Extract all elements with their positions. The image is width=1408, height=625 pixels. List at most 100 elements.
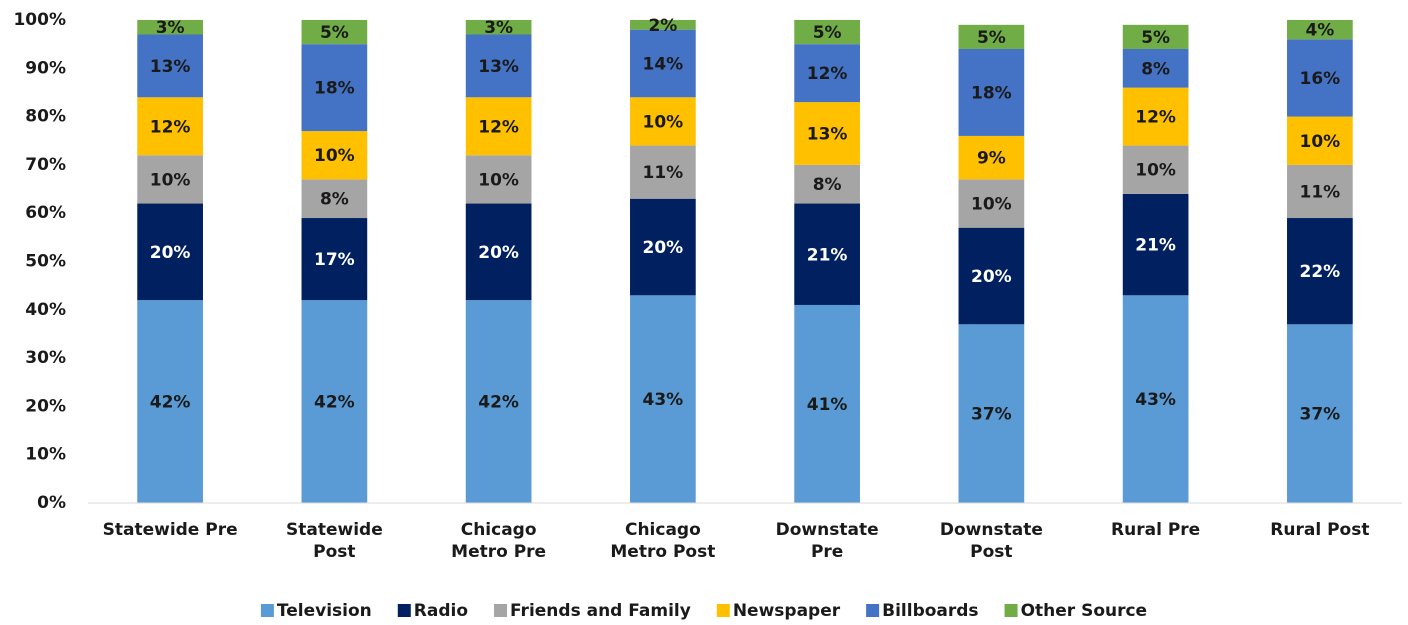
data-label: 13% xyxy=(478,57,519,77)
y-tick-label: 20% xyxy=(25,396,66,416)
data-label: 8% xyxy=(813,175,842,195)
data-label: 11% xyxy=(1300,182,1341,202)
data-label: 18% xyxy=(971,83,1012,103)
x-tick-label: Chicago Metro Post xyxy=(610,520,716,562)
x-tick-label: Chicago Metro Pre xyxy=(451,520,547,562)
data-label: 12% xyxy=(150,117,191,137)
legend-label: Radio xyxy=(414,601,468,621)
data-label: 14% xyxy=(643,54,684,74)
data-label: 8% xyxy=(320,190,349,210)
data-label: 16% xyxy=(1300,69,1341,89)
bar-segment xyxy=(630,97,696,146)
data-label: 5% xyxy=(813,23,842,43)
y-tick-label: 80% xyxy=(25,107,66,127)
data-label: 5% xyxy=(1141,28,1170,48)
y-tick-label: 100% xyxy=(13,10,66,30)
data-label: 12% xyxy=(478,117,519,137)
data-label: 10% xyxy=(150,170,191,190)
x-tick-label: Downstate Pre xyxy=(775,520,879,562)
legend-label: Other Source xyxy=(1021,601,1148,621)
data-label: 12% xyxy=(807,64,848,84)
bar-segment xyxy=(465,97,532,156)
bar-segment xyxy=(465,34,532,98)
data-label: 5% xyxy=(977,28,1006,48)
bar-segment xyxy=(958,135,1025,180)
data-label: 21% xyxy=(1135,236,1176,256)
y-tick-label: 50% xyxy=(25,252,66,272)
data-label: 13% xyxy=(150,57,191,77)
bar-segment xyxy=(1122,145,1189,194)
bar-segment xyxy=(301,179,368,219)
legend-label: Billboards xyxy=(882,601,978,621)
data-label: 43% xyxy=(1135,390,1176,410)
bar-segment xyxy=(630,198,696,296)
legend-swatch xyxy=(866,604,880,617)
bar-segment xyxy=(137,155,203,204)
data-label: 3% xyxy=(484,18,513,38)
data-label: 9% xyxy=(977,149,1006,169)
bar-segment xyxy=(465,155,532,204)
bar-segment xyxy=(958,179,1025,228)
legend-label: Newspaper xyxy=(733,601,841,621)
data-label: 42% xyxy=(150,393,191,413)
data-label: 8% xyxy=(1141,59,1170,79)
bar-segment xyxy=(958,48,1025,136)
data-label: 21% xyxy=(807,245,848,265)
bar-segment xyxy=(1122,295,1189,503)
x-tick-label: Statewide Post xyxy=(286,520,383,562)
bar-segment xyxy=(465,20,532,35)
bar-segment xyxy=(301,44,368,132)
data-label: 20% xyxy=(643,238,684,258)
bar-segment xyxy=(630,145,696,199)
bar-segment xyxy=(630,295,696,503)
legend-label: Friends and Family xyxy=(510,601,691,621)
x-tick-label: Downstate Post xyxy=(939,520,1043,562)
data-label: 17% xyxy=(314,250,355,270)
bar-segment xyxy=(465,203,532,301)
bar-segment xyxy=(794,304,860,503)
data-label: 18% xyxy=(314,79,355,99)
bar-segment xyxy=(794,102,860,165)
data-label: 41% xyxy=(807,395,848,415)
bar-segment xyxy=(794,164,860,204)
bar-segment xyxy=(1122,87,1189,146)
data-label: 5% xyxy=(320,23,349,43)
y-tick-label: 40% xyxy=(25,300,66,320)
data-label: 10% xyxy=(971,195,1012,215)
bar-segment xyxy=(1287,39,1353,117)
legend-swatch xyxy=(397,604,411,617)
data-label: 4% xyxy=(1305,21,1334,41)
bar-segment xyxy=(958,227,1025,325)
y-tick-label: 70% xyxy=(25,155,66,175)
bar-segment xyxy=(301,300,368,503)
x-tick-label: Statewide Pre xyxy=(102,520,238,540)
data-label: 42% xyxy=(314,393,355,413)
data-label: 20% xyxy=(150,243,191,263)
data-label: 2% xyxy=(648,16,677,36)
legend-label: Television xyxy=(277,601,372,621)
bar-segment xyxy=(794,20,860,45)
y-tick-label: 90% xyxy=(25,58,66,78)
data-label: 10% xyxy=(314,146,355,166)
bar-segment xyxy=(1287,218,1353,325)
bar-segment xyxy=(137,34,203,98)
bar-segment xyxy=(1287,20,1353,40)
bar-segment xyxy=(137,20,203,35)
y-tick-label: 30% xyxy=(25,348,66,368)
data-label: 43% xyxy=(643,390,684,410)
data-label: 37% xyxy=(1300,405,1341,425)
bar-segment xyxy=(137,203,203,301)
bar-segment xyxy=(958,24,1025,49)
y-tick-label: 10% xyxy=(25,445,66,465)
bar-segment xyxy=(137,300,203,503)
bar-segment xyxy=(794,44,860,103)
bar-segment xyxy=(1122,24,1189,49)
bar-segment xyxy=(958,324,1025,503)
data-label: 37% xyxy=(971,405,1012,425)
x-tick-label: Rural Post xyxy=(1270,520,1370,540)
data-label: 11% xyxy=(643,163,684,183)
legend-swatch xyxy=(260,604,274,617)
bar-segment xyxy=(465,300,532,503)
